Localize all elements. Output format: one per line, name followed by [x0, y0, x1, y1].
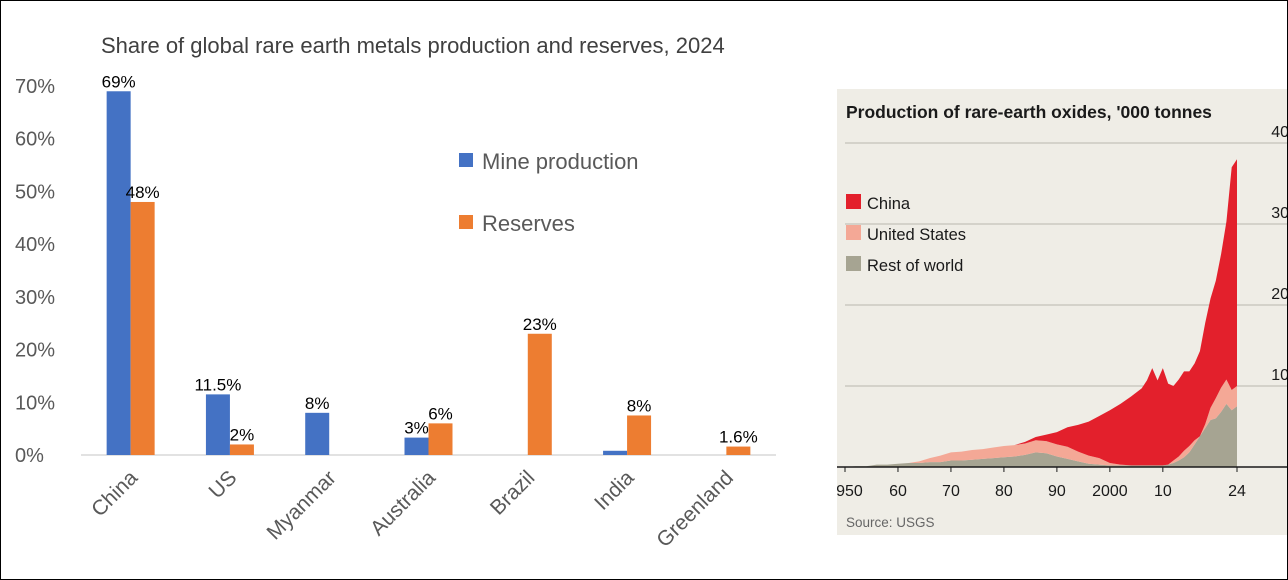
bar-reserves [229, 444, 254, 455]
bar-reserves [726, 446, 751, 455]
y-tick-label: 30% [15, 287, 55, 309]
y-tick-label: 10% [15, 392, 55, 414]
y-tick-label: 30 [1271, 205, 1288, 222]
area-china [845, 159, 1237, 467]
x-tick-label: India [590, 466, 639, 515]
y-tick-label: 40 [1271, 124, 1288, 141]
x-tick-label: 2000 [1092, 483, 1128, 500]
x-tick-label: 24 [1228, 483, 1246, 500]
y-tick-label: 0% [15, 445, 44, 467]
bar-production [603, 450, 628, 455]
x-tick-label: 80 [995, 483, 1013, 500]
y-tick-label: 20% [15, 340, 55, 362]
data-label: 23% [523, 315, 557, 334]
area-chart-panel: Production of rare-earth oxides, '000 to… [827, 89, 1288, 535]
data-label: 48% [126, 183, 160, 202]
legend-label: Rest of world [867, 257, 963, 275]
x-tick-label: 1950 [837, 483, 863, 500]
y-tick-label: 10 [1271, 367, 1288, 384]
area-rest-of-world [845, 403, 1237, 467]
x-tick-label: 60 [889, 483, 907, 500]
bar-production [305, 412, 330, 455]
legend-swatch [846, 225, 861, 240]
legend-swatch [459, 215, 473, 229]
bar-production [205, 394, 230, 455]
chart-title: Share of global rare earth metals produc… [101, 33, 725, 58]
legend-swatch [846, 256, 861, 271]
legend-swatch [459, 153, 473, 167]
y-tick-label: 60% [15, 129, 55, 151]
bar-reserves [527, 333, 552, 455]
bar-reserves [627, 415, 652, 455]
data-label: 69% [102, 72, 136, 91]
data-label: 3% [404, 419, 429, 438]
bar-reserves [130, 201, 155, 455]
legend-label: Mine production [482, 149, 639, 174]
x-tick-label: 70 [942, 483, 960, 500]
data-label: 6% [428, 404, 453, 423]
legend-swatch [846, 194, 861, 209]
x-tick-label: China [87, 466, 142, 521]
x-tick-label: 10 [1154, 483, 1172, 500]
legend-label: China [867, 195, 911, 213]
area-chart: Production of rare-earth oxides, '000 to… [827, 102, 1288, 530]
data-label: 1.6% [719, 428, 758, 447]
legend-label: Reserves [482, 211, 575, 236]
x-tick-label: Brazil [486, 466, 539, 519]
data-label: 8% [305, 394, 330, 413]
data-label: 2% [230, 425, 255, 444]
x-tick-label: Australia [366, 466, 440, 540]
source-note: Source: USGS [846, 515, 935, 530]
bar-chart: Share of global rare earth metals produc… [15, 33, 776, 552]
data-label: 8% [627, 396, 652, 415]
x-tick-label: Greenland [652, 466, 738, 552]
y-tick-label: 70% [15, 76, 55, 98]
legend-label: United States [867, 226, 966, 244]
x-tick-label: Myanmar [263, 466, 341, 544]
data-label: 11.5% [194, 375, 241, 394]
bar-reserves [428, 423, 453, 455]
x-tick-label: US [205, 466, 242, 503]
area-united-states [845, 379, 1237, 467]
bar-production [404, 437, 429, 455]
bar-production [106, 91, 131, 456]
x-tick-label: 90 [1048, 483, 1066, 500]
y-tick-label: 50% [15, 181, 55, 203]
y-tick-label: 40% [15, 234, 55, 256]
y-tick-label: 20 [1271, 286, 1288, 303]
chart-title: Production of rare-earth oxides, '000 to… [846, 102, 1212, 122]
